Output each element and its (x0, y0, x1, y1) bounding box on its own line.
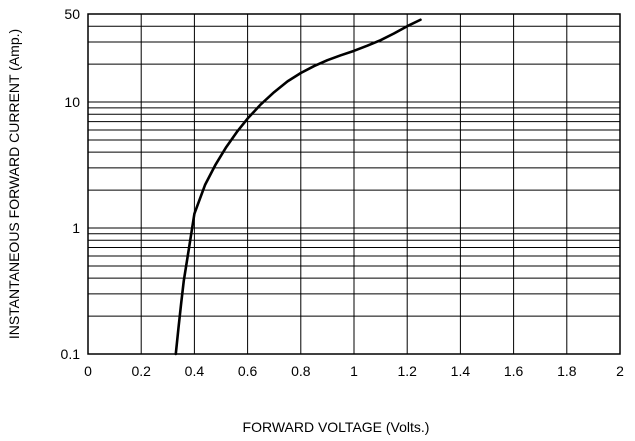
plot-frame (87, 13, 621, 355)
y-tick-label: 50 (64, 6, 80, 22)
y-axis-title: INSTANTANEOUS FORWARD CURRENT (Amp.) (6, 29, 22, 339)
x-tick-label: 0.2 (131, 363, 151, 379)
x-tick-label: 1 (350, 363, 358, 379)
x-tick-label: 0.8 (291, 363, 311, 379)
x-tick-label: 0.4 (185, 363, 205, 379)
x-tick-label: 1.4 (451, 363, 471, 379)
x-axis-title: FORWARD VOLTAGE (Volts.) (243, 419, 430, 435)
plot-grid (87, 13, 621, 355)
x-tick-label: 1.2 (397, 363, 417, 379)
x-tick-label: 1.6 (504, 363, 524, 379)
y-tick-label: 10 (64, 94, 80, 110)
y-tick-label: 0.1 (61, 346, 81, 362)
x-tick-label: 0.6 (238, 363, 258, 379)
x-tick-label: 0 (84, 363, 92, 379)
series-curve (174, 18, 422, 356)
y-tick-labels: 0.1 1 10 50 (61, 6, 81, 362)
y-tick-label: 1 (72, 220, 80, 236)
x-tick-label: 2 (616, 363, 624, 379)
x-tick-labels: 0 0.2 0.4 0.6 0.8 1 1.2 1.4 1.6 1.8 2 (84, 363, 624, 379)
x-tick-label: 1.8 (557, 363, 577, 379)
